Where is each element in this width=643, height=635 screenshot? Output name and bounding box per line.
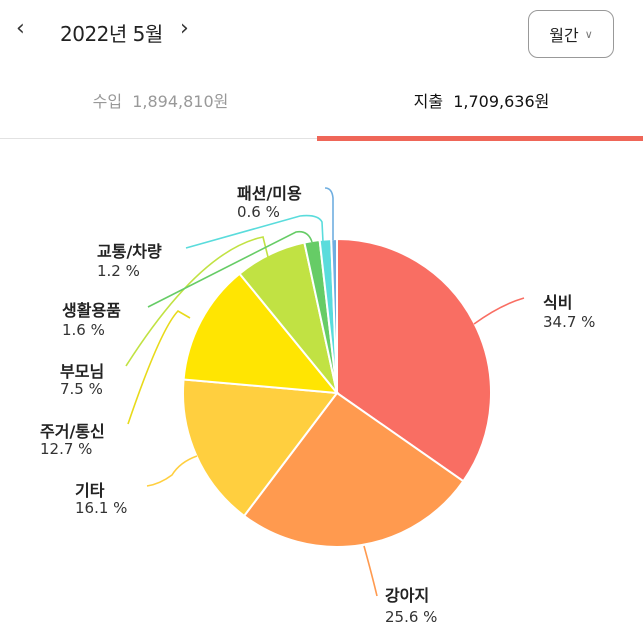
leader-line-3 xyxy=(127,309,191,425)
period-label: 월간 xyxy=(549,26,579,45)
active-tab-indicator xyxy=(317,136,643,141)
tab-expense-amount: 1,709,636원 xyxy=(453,92,550,111)
tab-expense-label: 지출 xyxy=(413,92,444,111)
label-percent: 0.6 % xyxy=(237,203,280,221)
label-category: 강아지 xyxy=(385,586,430,605)
leader-line-5 xyxy=(147,230,313,308)
leader-line-6 xyxy=(185,214,324,249)
label-category: 교통/차량 xyxy=(97,242,162,261)
label-percent: 25.6 % xyxy=(385,608,438,626)
leader-line-7 xyxy=(324,187,334,240)
tab-income[interactable]: 수입 1,894,810원 xyxy=(0,88,321,112)
leader-line-2 xyxy=(146,455,198,487)
leader-line-4 xyxy=(125,236,269,367)
label-percent: 34.7 % xyxy=(543,313,596,331)
leader-line-1 xyxy=(363,545,378,597)
tab-expense[interactable]: 지출 1,709,636원 xyxy=(321,88,642,112)
label-percent: 16.1 % xyxy=(75,499,128,517)
label-category: 주거/통신 xyxy=(40,422,105,441)
label-category: 식비 xyxy=(543,293,573,312)
label-percent: 1.6 % xyxy=(62,321,105,339)
pie-slice-7[interactable] xyxy=(330,237,338,394)
chevron-down-icon: ∨ xyxy=(584,27,593,41)
month-title: 2022년 5월 xyxy=(60,22,163,46)
leader-line-0 xyxy=(473,297,525,325)
chevron-right-icon[interactable]: › xyxy=(180,16,189,41)
label-category: 부모님 xyxy=(60,362,105,381)
tab-income-amount: 1,894,810원 xyxy=(132,92,229,111)
pie-slice-0[interactable] xyxy=(336,237,492,483)
label-category: 생활용품 xyxy=(62,301,121,320)
label-percent: 7.5 % xyxy=(60,380,103,398)
label-category: 기타 xyxy=(75,481,105,500)
pie-slice-1[interactable] xyxy=(242,391,465,548)
label-percent: 1.2 % xyxy=(97,262,140,280)
period-select[interactable]: 월간 ∨ xyxy=(528,10,614,58)
chevron-left-icon[interactable]: ‹ xyxy=(16,16,25,41)
pie-slice-3[interactable] xyxy=(182,272,340,395)
tab-income-label: 수입 xyxy=(92,92,123,111)
label-percent: 12.7 % xyxy=(40,440,93,458)
label-category: 패션/미용 xyxy=(237,184,302,203)
